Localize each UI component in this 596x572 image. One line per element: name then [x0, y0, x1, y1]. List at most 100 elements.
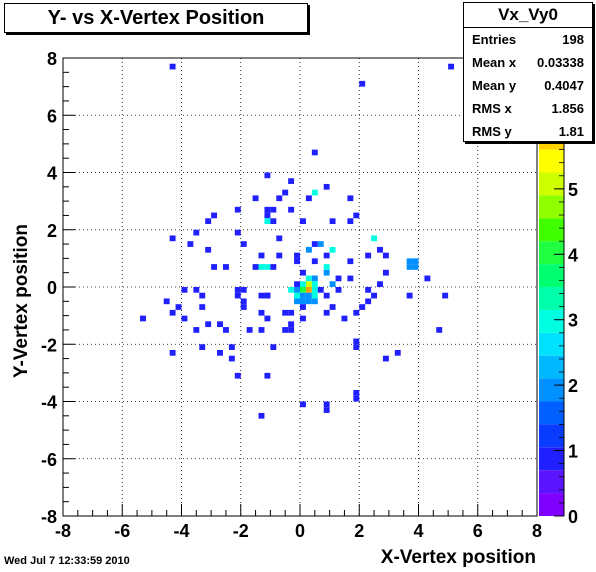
histogram-cell: [323, 292, 330, 299]
histogram-cells: [140, 63, 455, 419]
histogram-cell: [323, 407, 330, 413]
histogram-cell: [228, 355, 235, 362]
histogram-cell: [234, 292, 241, 299]
histogram-cell: [199, 304, 206, 310]
histogram-cell: [258, 252, 265, 259]
histogram-cell: [311, 258, 318, 265]
histogram-cell: [258, 412, 265, 419]
histogram-cell: [240, 287, 247, 293]
stats-row-rms-y: RMS y 1.81: [464, 120, 592, 143]
histogram-cell: [276, 235, 283, 242]
x-axis-label: X-Vertex position: [381, 547, 536, 568]
histogram-cell: [305, 287, 312, 293]
histogram-cell: [264, 372, 271, 379]
histogram-cell: [311, 149, 318, 156]
x-tick-label: -2: [233, 521, 249, 541]
axes: -8 -6 -4 -2 0 2 4 6 8 -8 -6 -4 -2 0 2 4 6 8: [41, 49, 542, 541]
histogram-cell: [317, 241, 324, 247]
histogram-cell: [288, 287, 295, 293]
stats-value: 0.03338: [537, 55, 584, 70]
histogram-cell: [264, 212, 271, 219]
palette-tick-label: 5: [568, 180, 578, 200]
histogram-cell: [311, 275, 318, 282]
histogram-cell: [406, 264, 413, 270]
x-tick-label: 0: [295, 521, 305, 541]
histogram-cell: [353, 212, 360, 219]
histogram-cell: [365, 298, 372, 305]
histogram-cell: [222, 264, 229, 270]
histogram-cell: [252, 195, 259, 202]
histogram-cell: [294, 258, 300, 265]
histogram-cell: [412, 264, 419, 270]
stats-row-rms-x: RMS x 1.856: [464, 97, 592, 120]
histogram-cell: [329, 281, 336, 287]
histogram-cell: [406, 292, 413, 299]
histogram-cell: [317, 287, 324, 293]
histogram-cell: [240, 241, 247, 247]
stats-value: 0.4047: [544, 78, 584, 93]
histogram-cell: [353, 344, 360, 350]
histogram-cell: [329, 246, 336, 253]
histogram-cell: [288, 309, 295, 316]
histogram-cell: [448, 63, 455, 70]
palette-band: [539, 424, 564, 448]
histogram-cell: [187, 241, 194, 247]
palette-band: [539, 309, 564, 333]
histogram-cell: [323, 401, 330, 408]
histogram-cell: [359, 80, 366, 87]
histogram-cell: [181, 287, 188, 293]
stats-name: Vx_Vy0: [464, 3, 592, 28]
palette-band: [539, 241, 564, 265]
histogram-cell: [270, 206, 277, 213]
stats-value: 1.81: [558, 124, 584, 139]
histogram-cell: [270, 264, 277, 270]
histogram-cell: [217, 321, 223, 328]
color-palette: 0 1 2 3 4 5: [539, 143, 578, 527]
histogram-cell: [377, 281, 383, 287]
histogram-cell: [169, 349, 176, 356]
histogram-cell: [276, 252, 283, 259]
histogram-cell: [300, 304, 306, 310]
histogram-cell: [347, 275, 354, 282]
histogram-cell: [234, 229, 241, 236]
histogram-cell: [270, 218, 277, 225]
histogram-cell: [353, 309, 360, 316]
palette-tick-label: 0: [568, 507, 578, 527]
histogram-cell: [371, 292, 378, 299]
histogram-cell: [300, 281, 306, 287]
histogram-cell: [282, 309, 289, 316]
y-axis-label: Y-Vertex position: [11, 224, 32, 378]
stats-label: RMS y: [472, 124, 512, 139]
histogram-cell: [300, 401, 306, 408]
histogram-cell: [341, 315, 348, 322]
palette-band: [539, 493, 564, 516]
histogram-cell: [311, 241, 318, 247]
histogram-cell: [246, 327, 253, 333]
title-text: Y- vs X-Vertex Position: [47, 6, 265, 29]
histogram-cell: [288, 327, 295, 333]
y-tick-label: 6: [47, 106, 57, 126]
histogram-cell: [353, 338, 360, 345]
y-tick-label: -6: [41, 450, 57, 470]
stats-label: Mean y: [472, 78, 517, 93]
palette-band: [539, 355, 564, 379]
histogram-cell: [300, 315, 306, 322]
histogram-cell: [305, 281, 312, 287]
histogram-cell: [305, 275, 312, 282]
palette-band: [539, 401, 564, 425]
palette-band: [539, 287, 564, 310]
stats-box: Vx_Vy0 Entries 198 Mean x 0.03338 Mean y 0.…: [463, 2, 593, 142]
histogram-cell: [442, 292, 449, 299]
stats-value: 1.856: [551, 101, 584, 116]
histogram-cell: [359, 304, 366, 310]
x-tick-label: 8: [532, 521, 542, 541]
histogram-title: Y- vs X-Vertex Position: [4, 3, 308, 33]
histogram-cell: [294, 252, 300, 259]
histogram-cell: [347, 258, 354, 265]
stats-label: Mean x: [472, 55, 517, 70]
histogram-cell: [264, 315, 271, 322]
histogram-cell: [199, 292, 206, 299]
histogram-cell: [205, 321, 212, 328]
palette-band: [539, 172, 564, 196]
palette-band: [539, 447, 564, 471]
